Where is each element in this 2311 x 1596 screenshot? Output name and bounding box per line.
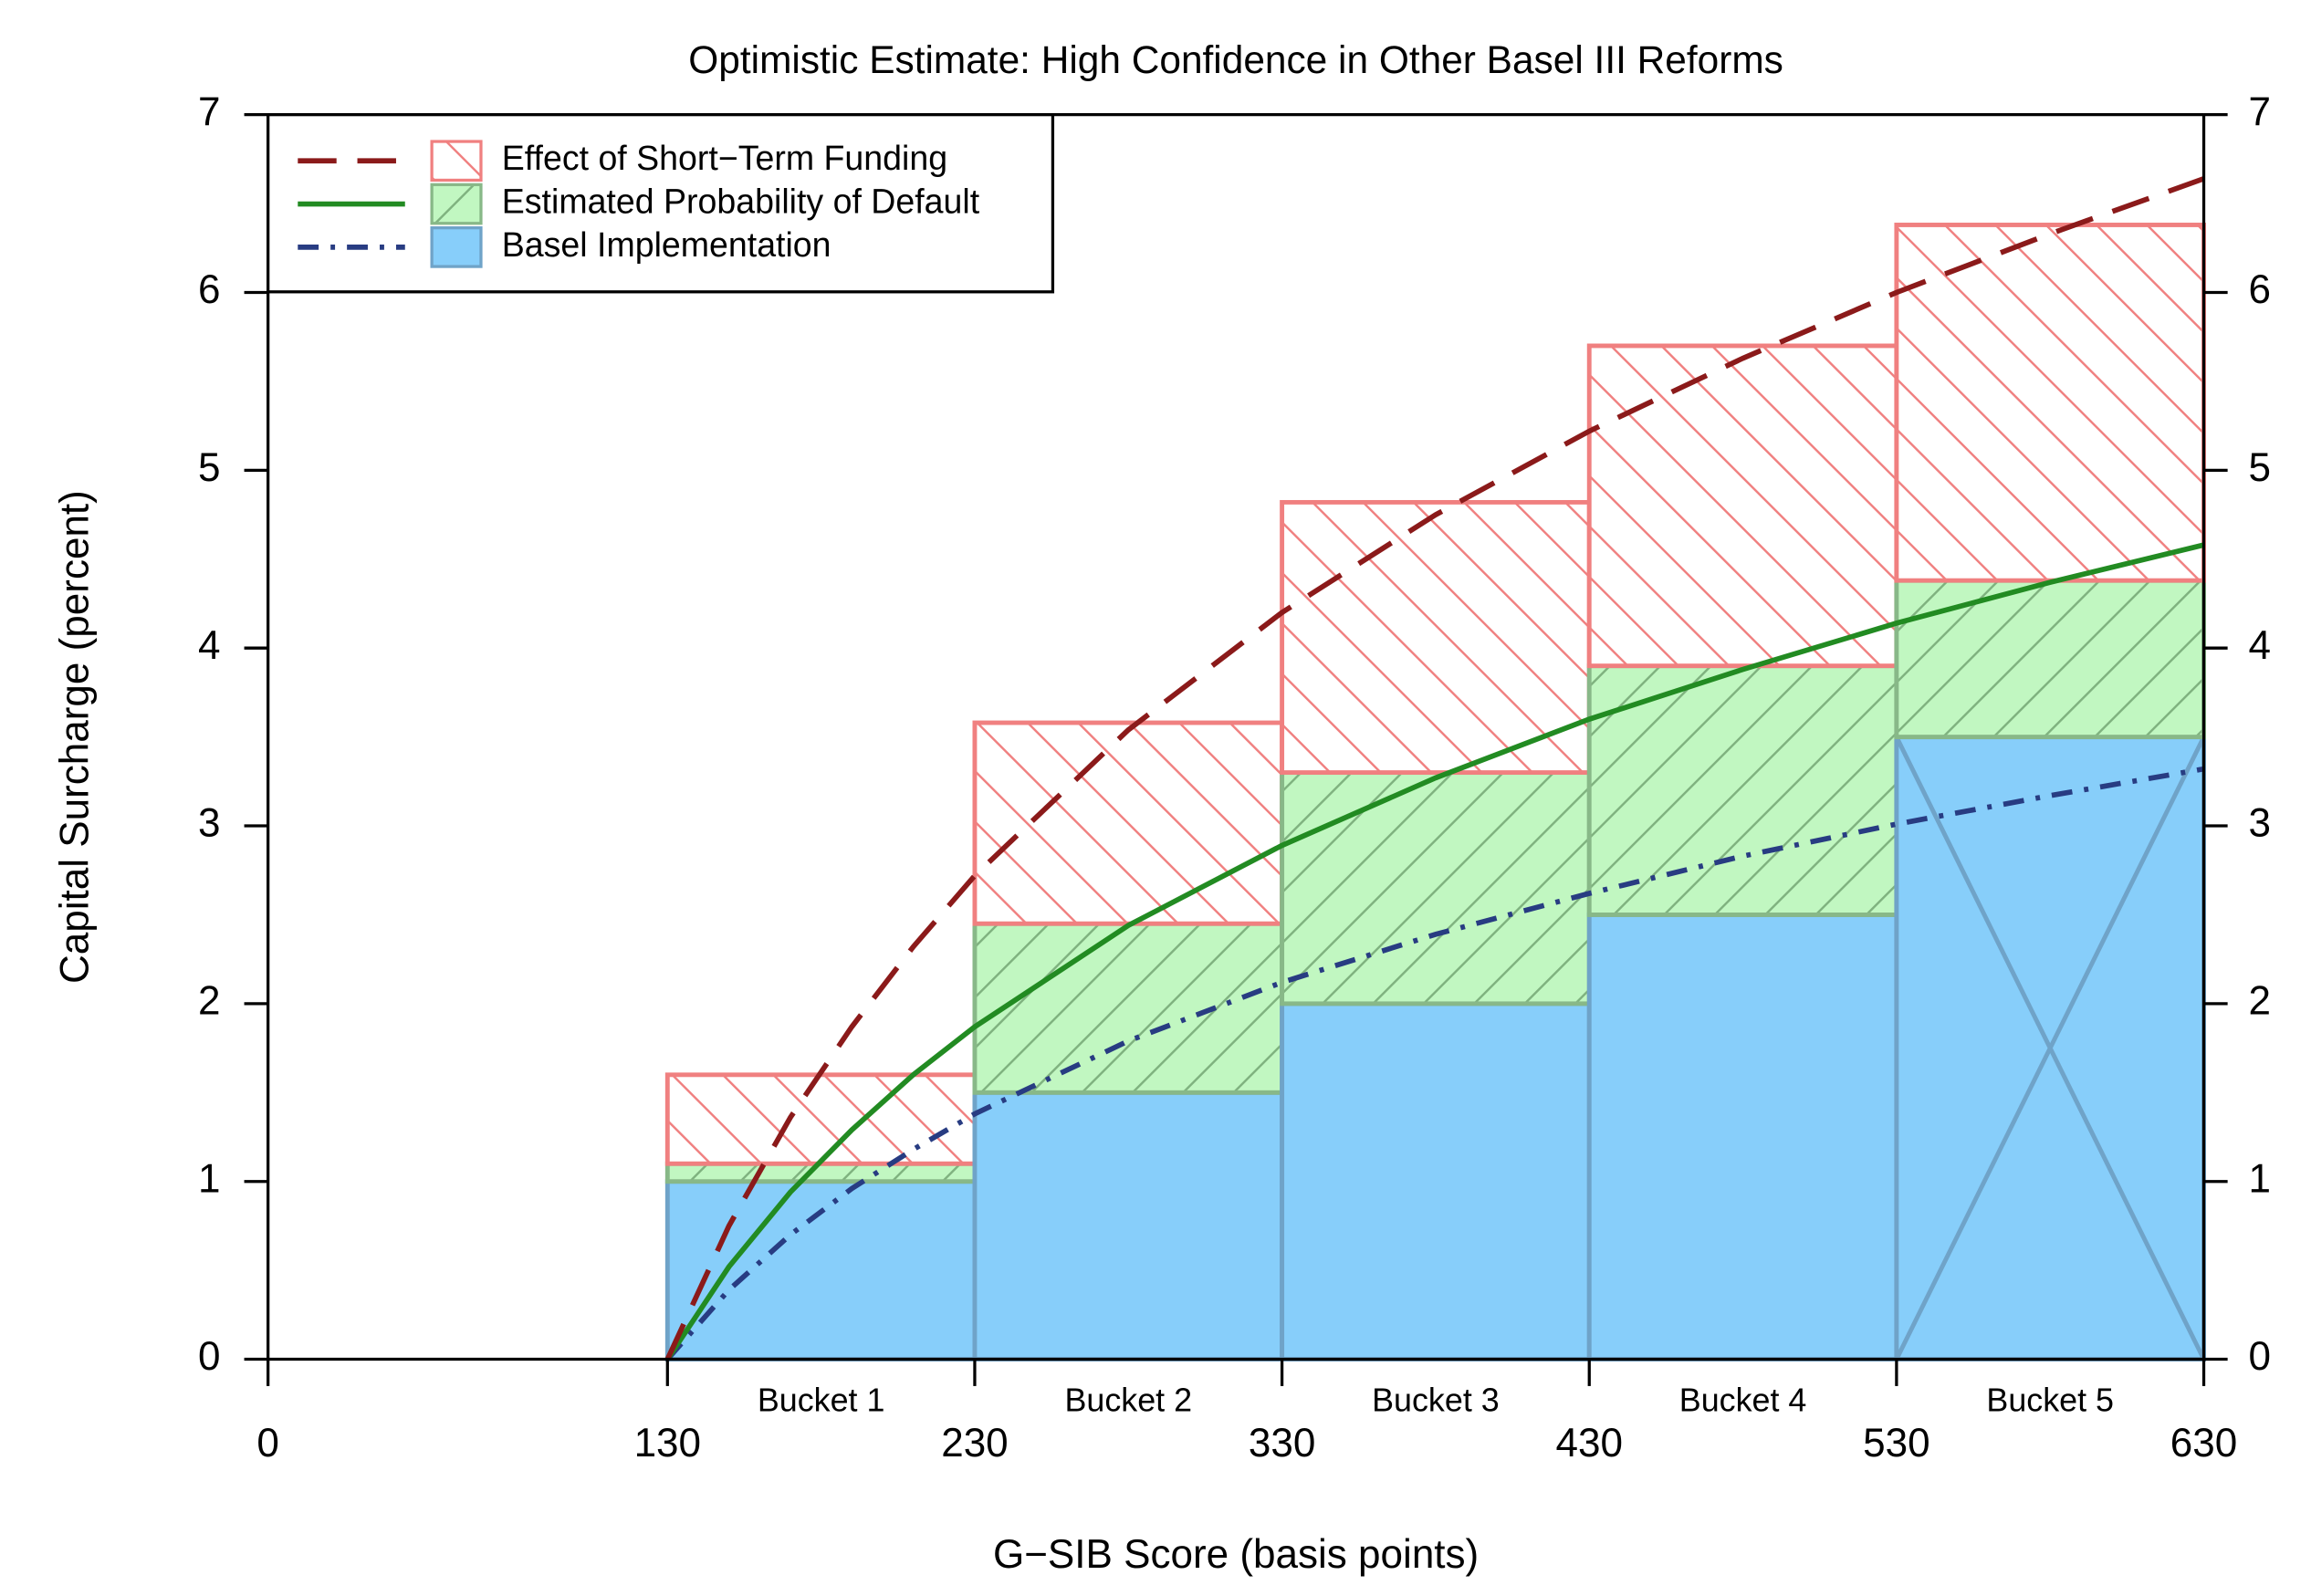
bar-segment xyxy=(664,1179,978,1362)
bucket-label: Bucket 5 xyxy=(1986,1382,2114,1418)
line-series xyxy=(664,542,2205,1361)
y-tick-label: 2 xyxy=(198,979,221,1024)
bar-segment xyxy=(664,1072,978,1166)
legend-label: Estimated Probability of Default xyxy=(502,182,980,220)
legend-label: Basel Implementation xyxy=(502,225,831,264)
y2-tick-label: 6 xyxy=(2248,267,2270,312)
y-tick-label: 3 xyxy=(198,801,221,846)
x-tick-label: 430 xyxy=(1556,1421,1623,1466)
x-tick-label: 230 xyxy=(941,1421,1008,1466)
x-tick-label: 330 xyxy=(1249,1421,1315,1466)
bar-segment xyxy=(1586,343,1899,669)
cross-mark xyxy=(1894,735,2206,1361)
y2-tick-label: 7 xyxy=(2248,89,2270,134)
y-tick-label: 5 xyxy=(198,445,221,490)
legend-swatch xyxy=(430,226,483,268)
bucket-label: Bucket 2 xyxy=(1064,1382,1192,1418)
legend-swatch xyxy=(430,140,483,183)
y-tick-label: 0 xyxy=(198,1334,221,1379)
bar-segment xyxy=(1586,913,1899,1362)
y2-tick-label: 2 xyxy=(2248,979,2270,1024)
bucket-label: Bucket 3 xyxy=(1372,1382,1500,1418)
bar-segment xyxy=(972,1090,1285,1362)
line-series xyxy=(665,766,2205,1361)
y2-tick-label: 5 xyxy=(2248,445,2270,490)
bar-segment xyxy=(1894,223,2206,583)
y-tick-label: 7 xyxy=(198,89,221,134)
bar-segment xyxy=(1586,663,1899,917)
y2-tick-label: 3 xyxy=(2248,801,2270,846)
legend-swatch xyxy=(430,183,483,225)
x-tick-label: 130 xyxy=(634,1421,701,1466)
bar-segment xyxy=(1280,770,1592,1007)
chart-title: Optimistic Estimate: High Confidence in … xyxy=(688,38,1783,81)
x-tick-label: 630 xyxy=(2170,1421,2237,1466)
legend-label: Effect of Short−Term Funding xyxy=(502,139,947,177)
bucket-label: Bucket 4 xyxy=(1679,1382,1807,1418)
y-tick-label: 1 xyxy=(198,1156,221,1201)
x-axis-label: G−SIB Score (basis points) xyxy=(993,1532,1479,1577)
y2-tick-label: 0 xyxy=(2248,1334,2270,1379)
y2-tick-label: 4 xyxy=(2248,623,2270,668)
bar-segment xyxy=(664,1161,978,1184)
y2-tick-label: 1 xyxy=(2248,1156,2270,1201)
bar-segment xyxy=(972,921,1285,1095)
y-tick-label: 4 xyxy=(198,623,221,668)
y-tick-label: 6 xyxy=(198,267,221,312)
x-tick-label: 0 xyxy=(256,1421,279,1466)
bar-segment xyxy=(1894,578,2206,740)
bar-segment xyxy=(1280,499,1592,776)
x-tick-label: 530 xyxy=(1863,1421,1929,1466)
bar-segment xyxy=(1280,1001,1592,1362)
bar-segment xyxy=(972,720,1285,926)
bucket-label: Bucket 1 xyxy=(758,1382,885,1418)
y-axis-label: Capital Surcharge (percent) xyxy=(52,490,97,984)
